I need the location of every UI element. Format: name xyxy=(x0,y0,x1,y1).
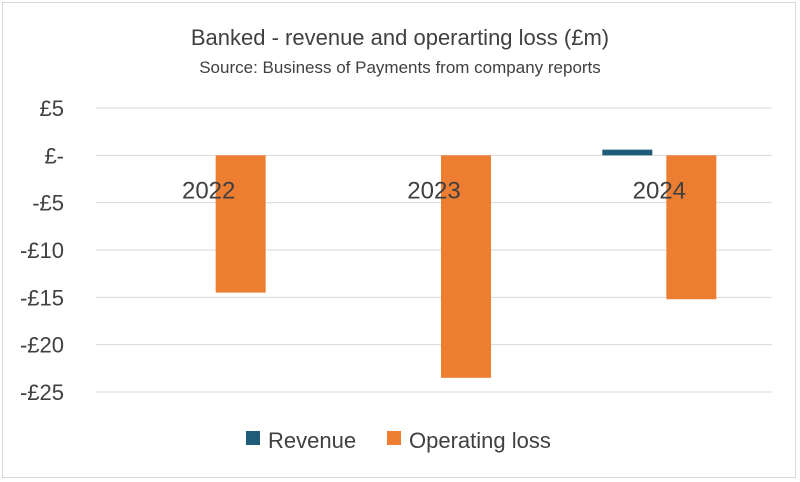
legend-label-operating-loss: Operating loss xyxy=(409,428,551,453)
bar-operating-loss xyxy=(666,155,717,300)
y-tick-label: -£15 xyxy=(20,285,64,310)
y-tick-label: -£5 xyxy=(32,191,64,216)
legend-swatch-operating-loss xyxy=(387,431,401,445)
x-category-label: 2024 xyxy=(633,177,686,204)
y-tick-label: -£25 xyxy=(20,380,64,405)
y-axis-ticks: £5 £- -£5 -£10 -£15 -£20 -£25 xyxy=(20,96,64,405)
bar-operating-loss xyxy=(441,155,491,378)
gridlines xyxy=(96,107,772,393)
y-tick-label: -£10 xyxy=(20,238,64,263)
x-category-label: 2023 xyxy=(407,177,460,204)
legend: Revenue Operating loss xyxy=(246,428,551,453)
bars xyxy=(215,149,717,378)
y-tick-label: -£20 xyxy=(20,333,64,358)
bar-revenue xyxy=(602,149,653,156)
legend-label-revenue: Revenue xyxy=(268,428,356,453)
x-category-label: 2022 xyxy=(182,177,235,204)
y-tick-label: £5 xyxy=(40,96,64,121)
y-tick-label: £- xyxy=(44,143,64,168)
bar-operating-loss xyxy=(215,155,266,293)
legend-swatch-revenue xyxy=(246,431,260,445)
chart-subtitle: Source: Business of Payments from compan… xyxy=(199,58,601,77)
chart-title: Banked - revenue and operarting loss (£m… xyxy=(191,25,609,50)
x-axis-categories: 2022 2023 2024 xyxy=(182,177,686,204)
